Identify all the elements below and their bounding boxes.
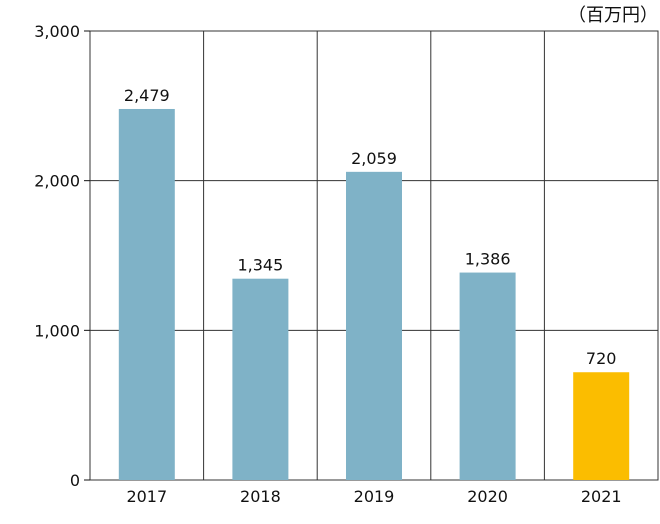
label-layer: 2,479 1,345 2,059 1,386 720: [124, 86, 617, 368]
bar-2021: [573, 372, 630, 480]
axis-layer: 0 1,000 2,000 3,000 2017 2018 2019 2020 2021: [34, 22, 621, 506]
unit-label: （百万円）: [568, 5, 658, 26]
x-tick-label: 2017: [126, 487, 167, 506]
data-label-2021: 720: [586, 349, 617, 368]
y-tick-label: 0: [70, 471, 80, 490]
bar-2020: [459, 272, 516, 480]
data-label-2019: 2,059: [351, 149, 397, 168]
x-tick-label: 2018: [240, 487, 281, 506]
bar-2018: [232, 278, 289, 480]
bar-layer: [118, 108, 630, 481]
bar-2019: [346, 171, 402, 480]
data-label-2020: 1,386: [465, 250, 511, 269]
data-label-2017: 2,479: [124, 86, 170, 105]
bar-2017: [118, 108, 175, 481]
x-tick-label: 2020: [467, 487, 508, 506]
y-tick-label: 3,000: [34, 22, 80, 41]
data-label-2018: 1,345: [237, 256, 283, 275]
y-tick-label: 2,000: [34, 172, 80, 191]
x-tick-label: 2019: [354, 487, 395, 506]
y-tick-label: 1,000: [34, 321, 80, 340]
x-tick-label: 2021: [581, 487, 622, 506]
